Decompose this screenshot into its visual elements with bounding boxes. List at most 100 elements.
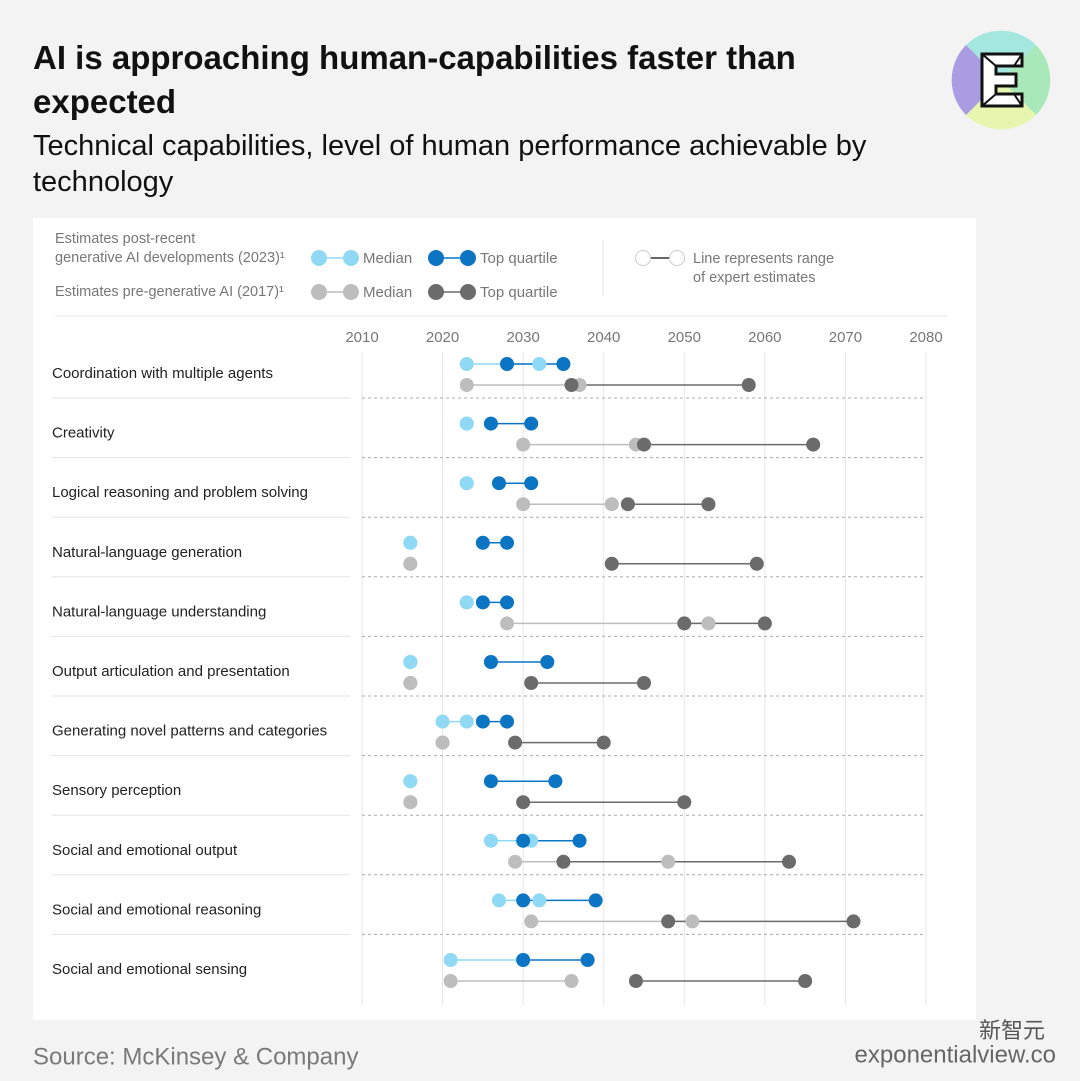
category-label: Generating novel patterns and categories (52, 723, 327, 740)
range-dot (637, 437, 651, 452)
legend-dot (428, 284, 444, 300)
range-dot (524, 676, 539, 690)
legend-label: Top quartile (480, 250, 558, 267)
range-dot (459, 416, 474, 431)
range-dot (475, 714, 490, 729)
range-dot (620, 497, 635, 512)
range-dot (556, 357, 571, 371)
range-dot (500, 595, 515, 610)
range-dot (516, 497, 531, 512)
x-tick-label: 2060 (748, 329, 781, 346)
range-dot (516, 893, 531, 908)
legend-dot (311, 250, 327, 266)
range-dot (435, 735, 450, 750)
legend-dot (460, 284, 476, 300)
category-label: Social and emotional output (52, 842, 238, 859)
x-tick-label: 2010 (345, 329, 378, 346)
chart-title: AI is approaching human-capabilities fas… (33, 39, 796, 120)
range-dot (403, 655, 418, 669)
range-dot (403, 774, 418, 789)
range-dot (500, 616, 515, 631)
range-dot (483, 416, 498, 431)
range-dot (540, 655, 555, 669)
range-dot (798, 974, 813, 988)
range-dot (564, 378, 579, 392)
range-dot (403, 676, 418, 690)
range-dot (443, 974, 458, 988)
range-dot (637, 676, 651, 690)
legend-dot (311, 284, 327, 300)
range-dot (604, 556, 619, 571)
category-label: Output articulation and presentation (52, 663, 290, 680)
range-dot (701, 616, 716, 631)
range-dot (475, 535, 490, 550)
range-note-dot (669, 250, 685, 266)
legend-group-label: Estimates post-recent generative AI deve… (55, 231, 285, 266)
x-tick-label: 2020 (426, 329, 459, 346)
legend-dot (428, 250, 444, 266)
range-dot (443, 953, 458, 967)
legend-dot (460, 250, 476, 266)
x-tick-label: 2040 (587, 329, 620, 346)
range-dot (491, 476, 506, 491)
range-dot (846, 914, 861, 929)
legend-group-label: Estimates pre-generative AI (2017)¹ (55, 284, 284, 300)
range-dot (459, 378, 474, 392)
category-label: Creativity (52, 425, 115, 442)
range-dot (508, 735, 523, 750)
range-dot (532, 357, 547, 371)
range-dot (757, 616, 772, 631)
range-note: Line represents range of expert estimate… (693, 251, 835, 286)
x-tick-label: 2050 (668, 329, 701, 346)
range-dot (556, 854, 571, 869)
range-dot (508, 854, 523, 869)
range-dot (516, 437, 531, 452)
range-dot (403, 535, 418, 550)
range-dot (628, 974, 643, 988)
range-dot (524, 476, 539, 491)
category-label: Social and emotional reasoning (52, 901, 261, 918)
range-dot (524, 416, 539, 431)
category-label: Social and emotional sensing (52, 961, 247, 978)
chart-subtitle: Technical capabilities, level of human p… (33, 130, 867, 198)
x-tick-label: 2030 (506, 329, 539, 346)
x-tick-label: 2080 (909, 329, 942, 346)
range-dot (524, 914, 539, 929)
range-dot (782, 854, 797, 869)
range-dot (483, 833, 498, 848)
range-dot (548, 774, 563, 789)
category-label: Natural-language generation (52, 544, 242, 561)
category-label: Logical reasoning and problem solving (52, 484, 308, 501)
range-dot (564, 974, 579, 988)
legend-label: Median (363, 284, 412, 301)
range-dot (475, 595, 490, 610)
legend-dot (343, 284, 359, 300)
legend-label: Median (363, 250, 412, 267)
range-dot (588, 893, 603, 908)
range-dot (491, 893, 506, 908)
range-dot (572, 833, 587, 848)
range-dot (749, 556, 764, 571)
range-dot (516, 833, 531, 848)
watermark: 新智元 (979, 1018, 1045, 1043)
range-note-dot (635, 250, 651, 266)
range-dot (701, 497, 716, 512)
range-dot (403, 556, 418, 571)
range-dot (661, 914, 676, 929)
range-dot (677, 616, 692, 631)
source: Source: McKinsey & Company (33, 1043, 358, 1070)
range-dot (677, 795, 692, 810)
legend-dot (343, 250, 359, 266)
range-dot (500, 714, 515, 729)
range-dot (483, 774, 498, 789)
x-tick-label: 2070 (829, 329, 862, 346)
range-dot (459, 476, 474, 491)
range-dot (483, 655, 498, 669)
range-dot (661, 854, 676, 869)
range-dot (580, 953, 595, 967)
legend-label: Top quartile (480, 284, 558, 301)
range-dot (459, 595, 474, 610)
range-dot (806, 437, 821, 452)
range-dot (516, 795, 531, 810)
